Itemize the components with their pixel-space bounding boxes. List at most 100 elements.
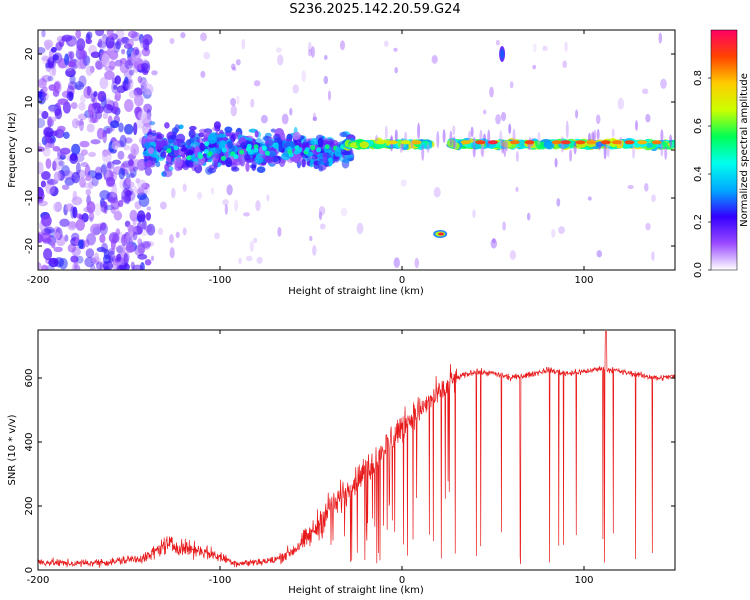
heatmap-cell	[472, 145, 476, 158]
heatmap-cell	[52, 157, 63, 170]
heatmap-cell	[230, 105, 238, 117]
heatmap-cell	[646, 142, 653, 149]
heatmap-cell	[236, 95, 240, 105]
heatmap-cell	[203, 149, 209, 154]
heatmap-y-tick-label: -10	[24, 190, 35, 206]
heatmap-cell	[277, 54, 284, 66]
heatmap-cell	[38, 200, 48, 207]
heatmap-cell	[301, 70, 307, 83]
heatmap-cell	[245, 255, 253, 262]
heatmap-cell	[80, 161, 89, 168]
heatmap-cell	[62, 170, 74, 180]
heatmap-cell	[470, 126, 474, 138]
heatmap-cell	[51, 242, 56, 249]
heatmap-cell	[143, 83, 154, 96]
heatmap-cell	[144, 259, 152, 266]
heatmap-cell	[537, 131, 541, 146]
heatmap-cell	[266, 194, 270, 202]
heatmap-cell	[65, 67, 76, 78]
heatmap-cell	[41, 30, 46, 38]
heatmap-cell	[200, 32, 207, 42]
heatmap-cell	[166, 161, 173, 167]
heatmap-cell	[108, 254, 114, 264]
heatmap-cell	[394, 67, 398, 74]
heatmap-cell	[627, 185, 634, 190]
heatmap-cell	[52, 54, 59, 61]
heatmap-cell	[136, 118, 145, 129]
heatmap-cell	[669, 134, 673, 148]
heatmap-cell	[141, 62, 149, 70]
heatmap-cell	[86, 123, 95, 133]
heatmap-cell	[132, 46, 140, 56]
heatmap-cell	[275, 47, 282, 53]
heatmap-x-tick-label: -200	[27, 275, 50, 286]
heatmap-cell	[95, 30, 105, 37]
heatmap-cell	[642, 88, 649, 95]
snr-marks	[38, 331, 675, 568]
heatmap-cell	[184, 159, 191, 167]
heatmap-cell	[526, 212, 531, 221]
heatmap-cell	[384, 40, 389, 47]
heatmap-cell	[95, 172, 103, 180]
heatmap-cell	[318, 211, 323, 220]
heatmap-cell	[38, 79, 47, 86]
heatmap-cell	[318, 206, 326, 216]
heatmap-cell	[124, 76, 129, 85]
heatmap-cell	[198, 154, 204, 160]
heatmap-cell	[233, 157, 243, 166]
heatmap-cell	[426, 142, 430, 153]
heatmap-cell	[69, 74, 76, 85]
heatmap-cell	[114, 59, 123, 67]
heatmap-cell	[91, 102, 102, 109]
heatmap-cell	[253, 80, 261, 87]
heatmap-cell	[73, 256, 78, 269]
heatmap-cell	[384, 125, 388, 140]
heatmap-cell	[52, 89, 60, 97]
heatmap-cell	[128, 69, 135, 76]
heatmap-cell	[509, 140, 520, 145]
heatmap-cell	[110, 120, 120, 129]
heatmap-cell	[292, 84, 299, 94]
heatmap-cell	[489, 86, 494, 98]
heatmap-cell	[438, 232, 445, 236]
heatmap-cell	[145, 212, 152, 221]
snr-y-tick-label: 200	[24, 496, 35, 515]
heatmap-cell	[55, 41, 63, 51]
heatmap-cell	[70, 102, 78, 110]
heatmap-cell	[224, 126, 233, 133]
heatmap-cell	[495, 114, 501, 125]
heatmap-cell	[112, 159, 122, 165]
heatmap-cell	[356, 222, 364, 235]
heatmap-cell	[50, 46, 57, 53]
heatmap-cell	[217, 133, 227, 138]
heatmap-cell	[100, 200, 108, 213]
heatmap-cell	[79, 176, 86, 188]
heatmap-cell	[231, 63, 236, 70]
heatmap-cell	[264, 150, 270, 156]
heatmap-cell	[106, 161, 115, 170]
heatmap-cell	[289, 107, 293, 116]
heatmap-cell	[186, 150, 194, 156]
heatmap-cell	[108, 60, 116, 70]
heatmap-cell	[43, 39, 54, 49]
heatmap-cell	[210, 187, 215, 195]
heatmap-cell	[90, 223, 101, 236]
heatmap-cell	[41, 171, 51, 180]
heatmap-cell	[196, 191, 203, 200]
heatmap-cell	[596, 250, 603, 258]
heatmap-cell	[65, 203, 74, 212]
heatmap-cell	[123, 43, 133, 49]
heatmap-cell	[54, 108, 63, 120]
heatmap-cell	[101, 53, 110, 66]
heatmap-cell	[155, 161, 161, 168]
heatmap-cell	[335, 146, 341, 152]
heatmap-cell	[110, 200, 120, 210]
heatmap-cell	[38, 142, 42, 148]
heatmap-cell	[85, 65, 94, 76]
heatmap-cell	[64, 53, 70, 66]
heatmap-cell	[40, 264, 49, 270]
heatmap-cell	[169, 233, 174, 244]
heatmap-cell	[479, 129, 483, 143]
heatmap-cell	[310, 46, 315, 58]
